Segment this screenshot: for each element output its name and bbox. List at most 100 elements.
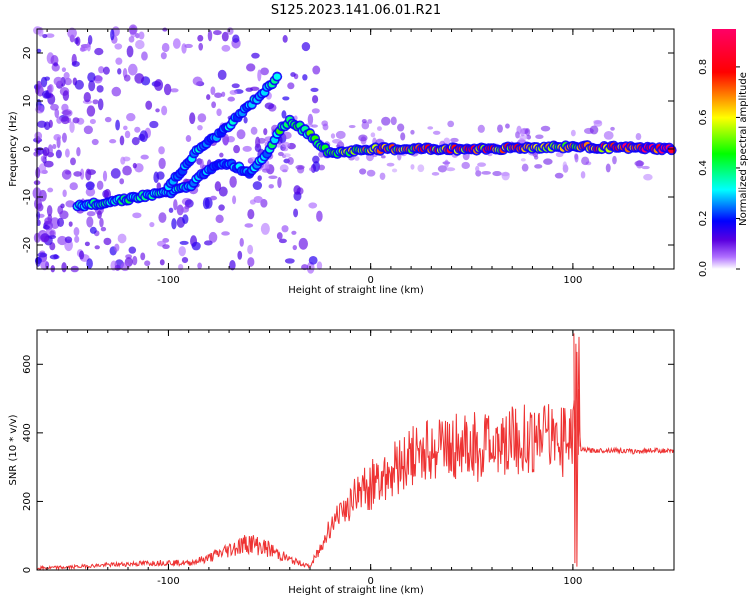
noise-speckle (331, 138, 342, 144)
noise-speckle (135, 39, 145, 50)
noise-speckle (247, 244, 254, 255)
noise-speckle (540, 125, 551, 132)
noise-speckle (233, 145, 241, 154)
noise-speckle (41, 235, 49, 243)
noise-speckle (281, 225, 289, 233)
noise-speckle (49, 230, 55, 236)
noise-speckle (185, 135, 192, 143)
noise-speckle (312, 65, 321, 75)
noise-speckle (79, 168, 85, 180)
noise-speckle (397, 123, 405, 132)
snr-spike (573, 333, 581, 567)
noise-speckle (232, 195, 237, 205)
noise-speckle (445, 167, 456, 172)
spectrogram-y-tick-label: 0 (22, 146, 33, 152)
noise-speckle (211, 101, 217, 109)
noise-speckle (34, 257, 43, 264)
noise-speckle (176, 204, 184, 216)
noise-speckle (189, 112, 196, 125)
noise-speckle (593, 120, 603, 127)
noise-speckle (127, 63, 138, 76)
noise-speckle (214, 181, 222, 192)
noise-speckle (99, 217, 104, 228)
noise-speckle (162, 27, 168, 32)
noise-speckle (245, 87, 254, 92)
noise-speckle (500, 172, 510, 177)
spectrogram-background-noise (32, 24, 653, 274)
spectrogram-y-tick-label: -20 (22, 237, 33, 253)
noise-speckle (156, 171, 165, 180)
noise-speckle (282, 131, 292, 140)
noise-speckle (257, 137, 266, 144)
noise-speckle (53, 254, 59, 259)
noise-speckle (128, 24, 138, 35)
noise-speckle (74, 79, 84, 90)
noise-speckle (35, 105, 45, 114)
noise-speckle (92, 99, 99, 105)
noise-speckle (64, 77, 72, 86)
noise-speckle (119, 178, 125, 185)
noise-speckle (381, 116, 391, 126)
noise-speckle (243, 116, 248, 124)
noise-speckle (60, 203, 65, 209)
noise-speckle (214, 92, 223, 98)
noise-speckle (232, 34, 240, 43)
noise-speckle (161, 42, 170, 53)
noise-speckle (221, 31, 229, 42)
noise-speckle (477, 124, 485, 133)
noise-speckle (309, 167, 314, 172)
noise-speckle (124, 130, 131, 139)
noise-speckle (252, 181, 263, 190)
noise-speckle (96, 180, 104, 190)
noise-speckle (570, 129, 576, 137)
noise-speckle (281, 110, 287, 119)
noise-speckle (50, 217, 60, 229)
noise-speckle (53, 134, 62, 141)
noise-speckle (229, 89, 238, 95)
noise-speckle (123, 125, 128, 131)
noise-speckle (376, 126, 382, 131)
noise-speckle (42, 147, 50, 156)
noise-speckle (251, 52, 260, 59)
noise-speckle (64, 236, 73, 244)
noise-speckle (114, 243, 120, 252)
noise-speckle (83, 92, 91, 103)
spectrogram-x-tick-label: 100 (563, 275, 582, 286)
noise-speckle (206, 94, 211, 101)
noise-speckle (318, 164, 326, 171)
noise-speckle (38, 163, 47, 174)
noise-speckle (78, 250, 85, 260)
noise-speckle (115, 57, 123, 65)
noise-speckle (260, 222, 270, 235)
noise-speckle (57, 235, 68, 246)
noise-speckle (381, 155, 386, 159)
noise-speckle (120, 156, 126, 165)
noise-speckle (524, 128, 531, 136)
spectrogram-x-label: Height of straight line (km) (288, 285, 424, 296)
noise-speckle (197, 262, 203, 270)
noise-speckle (521, 163, 529, 172)
noise-speckle (516, 125, 522, 135)
noise-speckle (67, 27, 77, 39)
noise-speckle (634, 160, 645, 167)
noise-speckle (247, 208, 255, 220)
noise-speckle (73, 226, 80, 237)
noise-speckle (179, 240, 189, 245)
noise-speckle (96, 85, 104, 93)
noise-speckle (97, 210, 102, 219)
noise-speckle (131, 136, 140, 146)
noise-speckle (247, 257, 255, 267)
noise-speckle (126, 45, 134, 58)
noise-speckle (219, 152, 224, 158)
noise-speckle (145, 100, 153, 110)
noise-speckle (103, 237, 112, 246)
noise-speckle (610, 126, 615, 131)
noise-speckle (109, 139, 117, 144)
noise-speckle (86, 211, 96, 217)
noise-speckle (36, 48, 42, 53)
snr-x-tick-label: -100 (157, 576, 180, 587)
noise-speckle (154, 79, 164, 91)
spectrogram-x-tick-label: -100 (157, 275, 180, 286)
noise-speckle (246, 63, 256, 72)
